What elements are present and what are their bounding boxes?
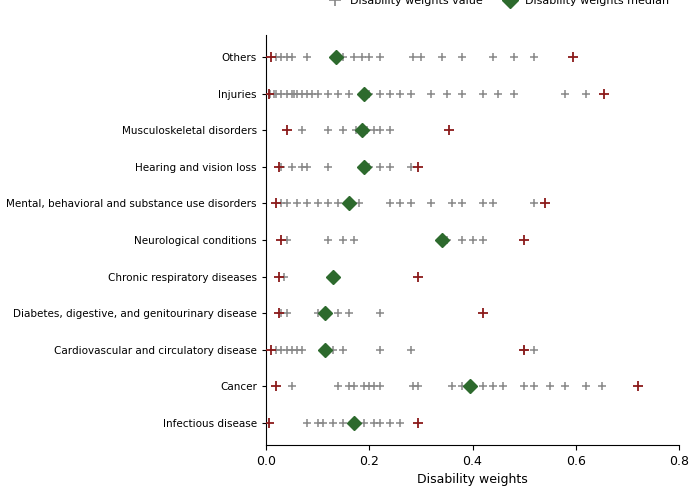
Legend: Disability weights value, Disability weights median: Disability weights value, Disability wei… [320,0,673,10]
X-axis label: Disability weights: Disability weights [417,474,528,486]
Y-axis label: Health state classification: Health state classification [0,159,1,321]
